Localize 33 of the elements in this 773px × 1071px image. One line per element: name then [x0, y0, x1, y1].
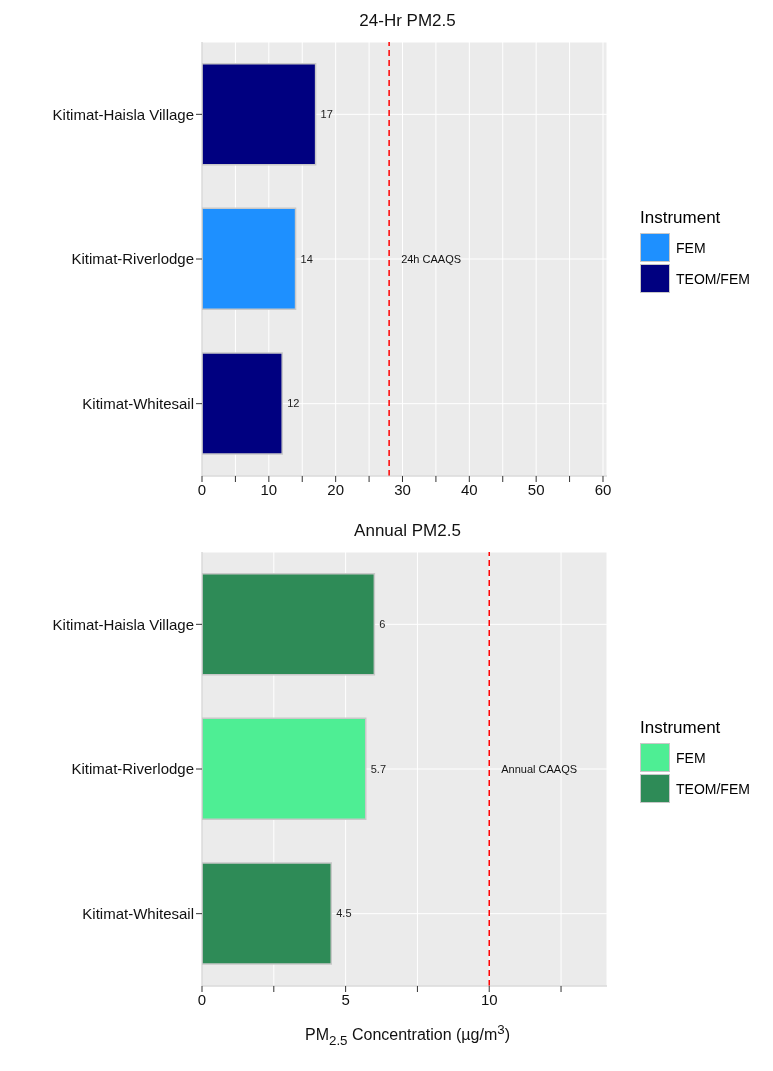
legend-label: TEOM/FEM — [676, 270, 750, 287]
x-tick-label: 40 — [460, 480, 478, 498]
y-tick-label: Kitimat-Riverlodge — [71, 760, 194, 778]
legend-title: Instrument — [640, 718, 722, 738]
data-label: 12 — [287, 397, 300, 410]
y-tick-label: Kitimat-Whitesail — [82, 904, 194, 922]
legend-label: FEM — [676, 239, 706, 256]
data-label: 14 — [300, 252, 313, 265]
x-tick-label: 50 — [527, 480, 545, 498]
chart-title: 24-Hr PM2.5 — [358, 10, 457, 32]
legend-title: Instrument — [640, 208, 722, 228]
x-tick-label: 20 — [327, 480, 345, 498]
data-label: 17 — [320, 108, 333, 121]
x-tick-label: 10 — [260, 480, 278, 498]
x-tick-label: 10 — [480, 990, 498, 1008]
y-tick-label: Kitimat-Whitesail — [82, 394, 194, 412]
ref-line-label: 24h CAAQS — [401, 252, 462, 265]
data-label: 6 — [379, 618, 386, 631]
x-tick-label: 60 — [594, 480, 612, 498]
x-tick-label: 30 — [394, 480, 411, 498]
x-tick-label: 0 — [197, 990, 207, 1008]
legend-label: TEOM/FEM — [676, 780, 750, 797]
legend-label: FEM — [676, 749, 706, 766]
x-tick-label: 5 — [341, 990, 350, 1008]
y-tick-label: Kitimat-Haisla Village — [52, 105, 194, 123]
data-label: 4.5 — [336, 907, 352, 920]
ref-line-label: Annual CAAQS — [501, 762, 578, 775]
y-tick-label: Kitimat-Riverlodge — [71, 250, 194, 268]
x-axis-title: PM$_{2.5}$ Concentration (µg/m$^{3}$) — [304, 1022, 511, 1048]
chart-title: Annual PM2.5 — [353, 520, 462, 542]
data-label: 5.7 — [370, 762, 387, 775]
x-tick-label: 0 — [197, 480, 207, 498]
y-tick-label: Kitimat-Haisla Village — [52, 615, 194, 633]
